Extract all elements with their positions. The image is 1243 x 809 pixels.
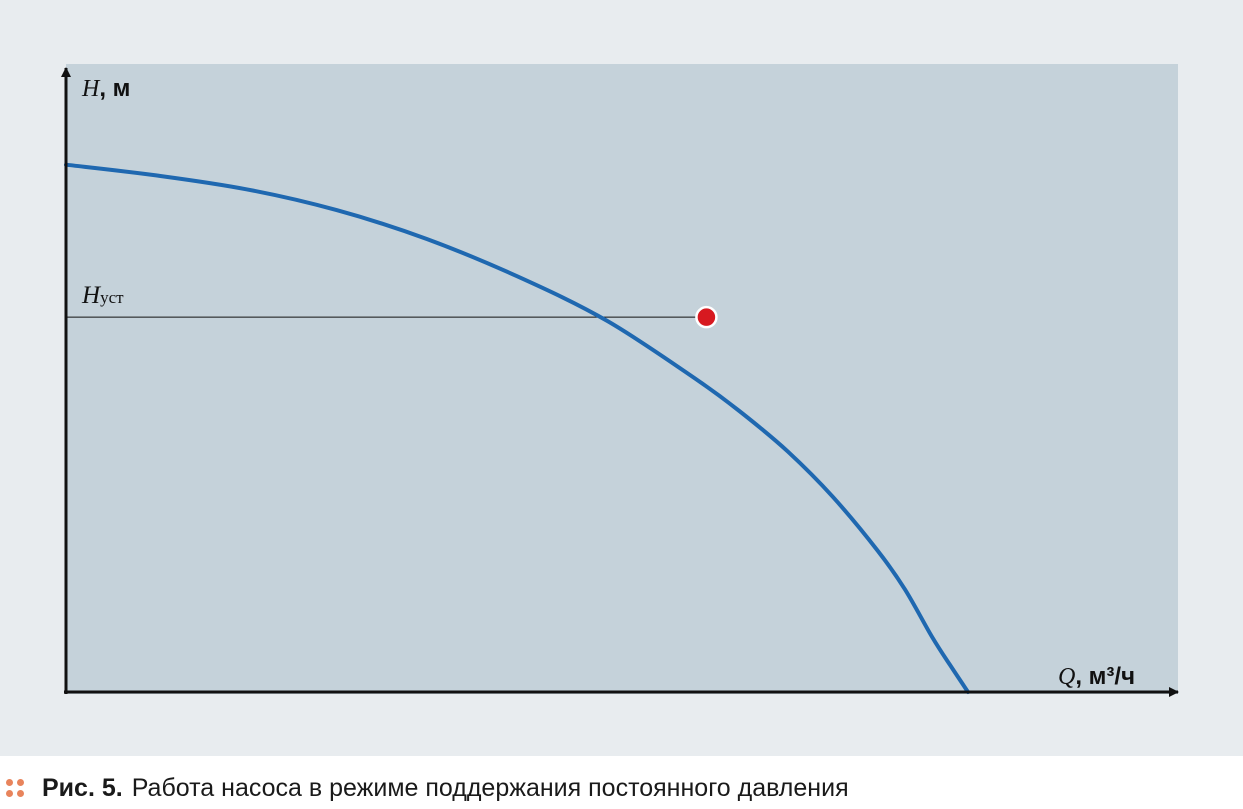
y-axis-label: H, м: [81, 75, 130, 102]
caption-text: Работа насоса в режиме поддержания посто…: [131, 773, 849, 802]
figure-caption: Рис. 5. Работа насоса в режиме поддержан…: [0, 768, 1243, 808]
x-axis-label: Q, м³/ч: [1058, 663, 1135, 690]
reference-line-label: Hуст: [81, 282, 124, 309]
operating-point: [695, 305, 718, 329]
pump-curve: [64, 162, 970, 694]
figure-frame: H, м Q, м³/ч Hуст: [0, 0, 1243, 756]
caption-dots-icon: [6, 779, 24, 797]
caption-label: Рис. 5.: [42, 773, 123, 802]
plot-background: [66, 64, 1178, 694]
chart: H, м Q, м³/ч Hуст: [61, 64, 1179, 697]
